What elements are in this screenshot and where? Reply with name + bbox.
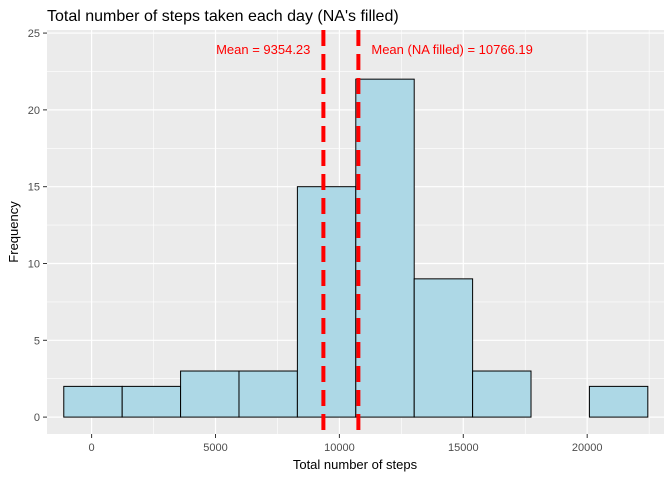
- x-tick-label: 10000: [324, 442, 355, 454]
- histogram-bar: [472, 370, 532, 418]
- y-tick-label: 5: [34, 335, 40, 347]
- histogram-bar: [63, 385, 123, 418]
- histogram-bar: [121, 385, 182, 418]
- y-tick-label: 20: [28, 105, 40, 117]
- x-axis-ticks: 0 5000 10000 15000 20000: [89, 434, 603, 454]
- mean-annotation: Mean = 9354.23: [216, 42, 310, 57]
- y-tick-label: 0: [34, 412, 40, 424]
- histogram-bar: [296, 186, 357, 418]
- histogram-bar: [413, 278, 474, 418]
- x-tick-label: 0: [89, 442, 95, 454]
- histogram-bar: [238, 370, 298, 418]
- y-tick-label: 15: [28, 182, 40, 194]
- x-tick-label: 5000: [203, 442, 227, 454]
- histogram-bar: [588, 385, 649, 418]
- y-tick-label: 10: [28, 258, 40, 270]
- y-tick-label: 25: [28, 28, 40, 40]
- y-axis-title: Frequency: [6, 201, 21, 263]
- chart-title: Total number of steps taken each day (NA…: [47, 8, 399, 25]
- mean-annotation: Mean (NA filled) = 10766.19: [371, 42, 533, 57]
- histogram-bar: [180, 370, 240, 418]
- y-axis-ticks: 0 5 10 15 20 25: [28, 28, 47, 424]
- annotations: Mean = 9354.23 Mean (NA filled) = 10766.1…: [216, 42, 533, 57]
- x-axis-title: Total number of steps: [293, 457, 418, 472]
- histogram-bar: [355, 78, 415, 418]
- mean-lines: [321, 30, 361, 434]
- x-tick-label: 15000: [448, 442, 479, 454]
- x-tick-label: 20000: [572, 442, 603, 454]
- histogram-bars: [63, 78, 649, 418]
